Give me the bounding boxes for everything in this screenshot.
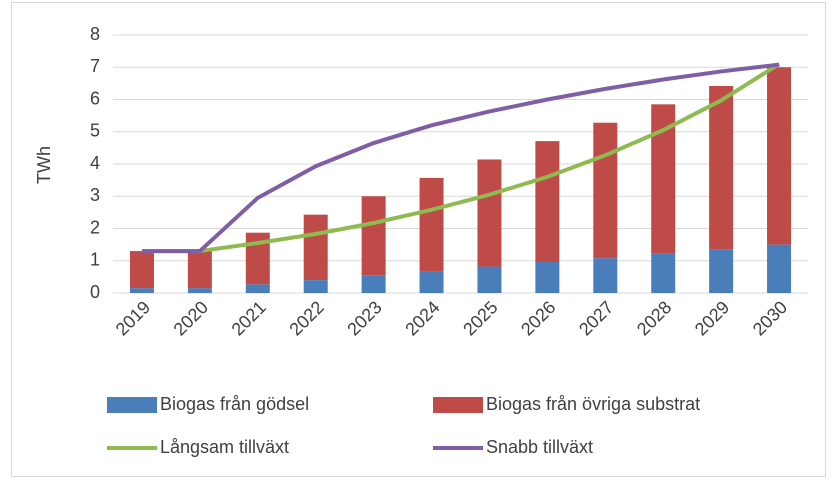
bar [419, 271, 444, 293]
line [141, 62, 780, 254]
y-axis-label: TWh [34, 146, 54, 184]
bar [535, 141, 560, 263]
bar [187, 251, 212, 289]
bar [535, 262, 560, 293]
bar [419, 177, 444, 272]
line [141, 62, 781, 254]
bar [709, 249, 734, 293]
bar [303, 214, 328, 281]
bar [767, 244, 792, 293]
y-tick-label: 3 [90, 185, 100, 205]
legend-label: Biogas från gödsel [160, 394, 309, 414]
y-tick-label: 2 [90, 217, 100, 237]
bar [767, 67, 792, 245]
bar [477, 159, 502, 267]
bar [129, 251, 154, 289]
bar [361, 275, 386, 293]
y-tick-label: 0 [90, 282, 100, 302]
y-tick-label: 5 [90, 121, 100, 141]
bar [361, 196, 386, 276]
y-tick-label: 6 [90, 88, 100, 108]
legend-label: Snabb tillväxt [486, 437, 593, 457]
y-tick-label: 4 [90, 153, 100, 173]
legend-label: Långsam tillväxt [160, 437, 289, 457]
bar [651, 253, 676, 293]
bar [245, 284, 270, 293]
y-tick-label: 1 [90, 250, 100, 270]
bar [129, 288, 154, 293]
legend-label: Biogas från övriga substrat [486, 394, 700, 414]
y-tick-label: 8 [90, 24, 100, 44]
bar [187, 288, 212, 293]
bar [593, 258, 618, 293]
bar [593, 122, 618, 259]
bar [709, 85, 734, 250]
bar [477, 266, 502, 293]
bar [303, 280, 328, 293]
legend-swatch [107, 397, 157, 413]
legend-swatch [433, 397, 483, 413]
y-tick-label: 7 [90, 56, 100, 76]
